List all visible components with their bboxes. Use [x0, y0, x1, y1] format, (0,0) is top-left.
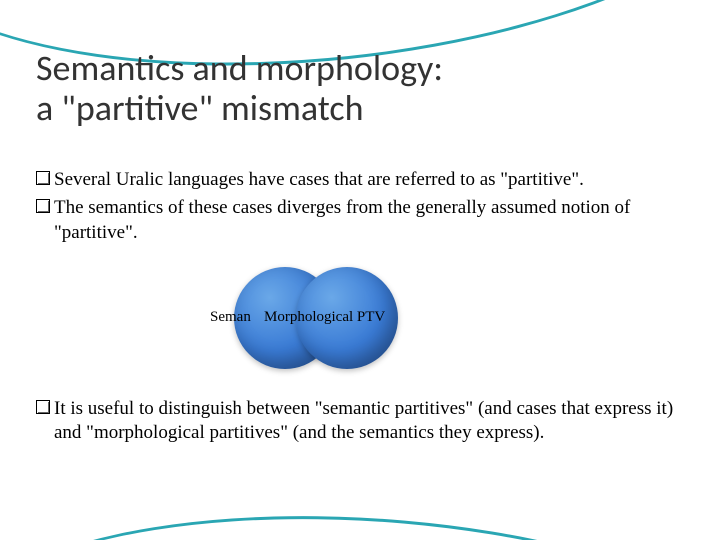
slide-body: Several Uralic languages have cases that…	[36, 168, 684, 450]
label-morphological: Morphological PTV	[264, 309, 385, 326]
bullet-text: The semantics of these cases diverges fr…	[54, 196, 684, 245]
bullet-2: The semantics of these cases diverges fr…	[36, 196, 684, 245]
bullet-3: It is useful to distinguish between "sem…	[36, 397, 684, 446]
bullet-text: Several Uralic languages have cases that…	[54, 168, 684, 192]
venn-diagram: Seman Morphological PTV	[36, 257, 684, 387]
bullet-marker-icon	[36, 400, 50, 414]
title-line-2: a "partitive" mismatch	[36, 86, 364, 130]
bullet-1: Several Uralic languages have cases that…	[36, 168, 684, 192]
bullet-text: It is useful to distinguish between "sem…	[54, 397, 684, 446]
bullet-marker-icon	[36, 199, 50, 213]
slide-title: Semantics and morphology: a "partitive" …	[36, 48, 443, 129]
decor-swoosh-bottom	[0, 481, 720, 540]
slide: Semantics and morphology: a "partitive" …	[0, 0, 720, 540]
title-line-1: Semantics and morphology:	[36, 46, 443, 90]
label-semantic: Seman	[210, 309, 251, 326]
bullet-marker-icon	[36, 171, 50, 185]
